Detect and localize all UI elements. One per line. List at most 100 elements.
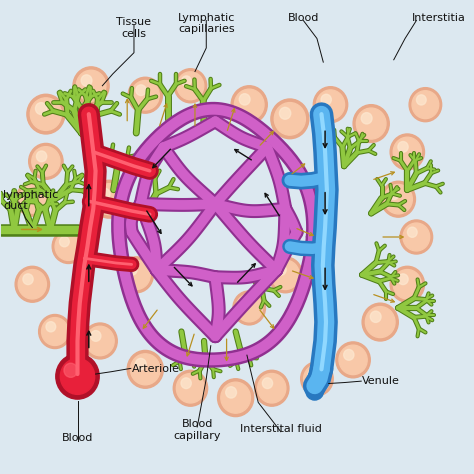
Circle shape <box>339 345 367 374</box>
Circle shape <box>36 102 47 115</box>
Circle shape <box>271 99 309 139</box>
Circle shape <box>221 382 250 413</box>
Text: Blood
capillary: Blood capillary <box>173 419 221 440</box>
Circle shape <box>276 264 286 275</box>
Circle shape <box>99 188 110 200</box>
Circle shape <box>83 323 117 359</box>
Circle shape <box>55 233 82 260</box>
Circle shape <box>181 378 191 389</box>
Circle shape <box>81 75 92 86</box>
Circle shape <box>412 91 439 118</box>
Circle shape <box>389 189 399 200</box>
Circle shape <box>398 142 408 152</box>
Circle shape <box>362 303 398 341</box>
Circle shape <box>400 220 433 254</box>
Circle shape <box>39 315 71 348</box>
Circle shape <box>234 89 264 120</box>
Circle shape <box>119 257 154 293</box>
Circle shape <box>255 370 289 406</box>
Circle shape <box>136 85 146 96</box>
Circle shape <box>23 189 33 200</box>
Circle shape <box>76 70 106 101</box>
Text: Venule: Venule <box>362 376 400 386</box>
Circle shape <box>23 274 33 284</box>
Circle shape <box>94 184 124 215</box>
Circle shape <box>131 81 159 110</box>
Circle shape <box>42 318 68 346</box>
Circle shape <box>233 291 265 325</box>
Circle shape <box>356 108 386 139</box>
Circle shape <box>27 94 65 134</box>
Circle shape <box>271 260 300 290</box>
Circle shape <box>127 264 137 275</box>
Circle shape <box>398 274 408 284</box>
Circle shape <box>308 369 318 379</box>
Circle shape <box>393 137 421 167</box>
Text: Lymphatic
capillaries: Lymphatic capillaries <box>178 12 235 34</box>
Circle shape <box>177 72 204 100</box>
Circle shape <box>16 182 48 216</box>
Circle shape <box>30 98 62 130</box>
Circle shape <box>313 87 347 123</box>
Circle shape <box>182 76 191 86</box>
Circle shape <box>52 229 85 264</box>
Circle shape <box>390 134 425 170</box>
Circle shape <box>317 90 345 119</box>
Circle shape <box>361 113 372 124</box>
Circle shape <box>239 94 250 105</box>
Circle shape <box>32 146 60 176</box>
Circle shape <box>174 69 207 103</box>
Circle shape <box>122 260 150 290</box>
Circle shape <box>176 374 204 403</box>
Circle shape <box>218 379 254 417</box>
Circle shape <box>306 381 324 400</box>
Circle shape <box>86 326 114 356</box>
Circle shape <box>304 365 330 393</box>
Circle shape <box>301 362 333 396</box>
Circle shape <box>268 257 302 293</box>
Circle shape <box>321 94 331 105</box>
Circle shape <box>19 185 46 213</box>
Circle shape <box>353 105 389 143</box>
Circle shape <box>91 330 101 341</box>
Text: lymphatic
duct: lymphatic duct <box>3 190 58 211</box>
Circle shape <box>417 95 426 105</box>
Circle shape <box>390 266 425 302</box>
Circle shape <box>136 358 146 370</box>
Circle shape <box>274 102 305 135</box>
Circle shape <box>91 180 127 218</box>
Circle shape <box>344 349 354 360</box>
Circle shape <box>127 350 164 388</box>
Circle shape <box>226 387 237 398</box>
Circle shape <box>262 378 273 389</box>
Text: Blood: Blood <box>62 433 93 443</box>
Circle shape <box>409 88 442 122</box>
Circle shape <box>130 354 160 385</box>
Text: Blood: Blood <box>288 12 319 22</box>
Circle shape <box>258 374 286 403</box>
Circle shape <box>18 270 46 299</box>
Circle shape <box>15 266 49 302</box>
Text: Interstitia: Interstitia <box>412 12 466 22</box>
Text: Tissue
cells: Tissue cells <box>117 17 152 39</box>
Circle shape <box>60 237 69 247</box>
Circle shape <box>336 342 370 378</box>
Circle shape <box>384 184 412 214</box>
Circle shape <box>60 358 95 394</box>
Circle shape <box>403 223 430 251</box>
Circle shape <box>46 322 56 332</box>
Circle shape <box>393 270 421 299</box>
Circle shape <box>231 86 267 124</box>
Circle shape <box>407 227 417 237</box>
Circle shape <box>279 107 291 119</box>
Circle shape <box>64 363 78 377</box>
Circle shape <box>365 307 395 337</box>
Circle shape <box>36 151 47 162</box>
Text: Interstital fluid: Interstital fluid <box>240 424 322 434</box>
Circle shape <box>73 67 109 105</box>
Circle shape <box>173 370 208 406</box>
Circle shape <box>381 181 415 217</box>
Text: Arteriole: Arteriole <box>132 365 180 374</box>
Circle shape <box>29 144 63 179</box>
Circle shape <box>240 298 250 308</box>
